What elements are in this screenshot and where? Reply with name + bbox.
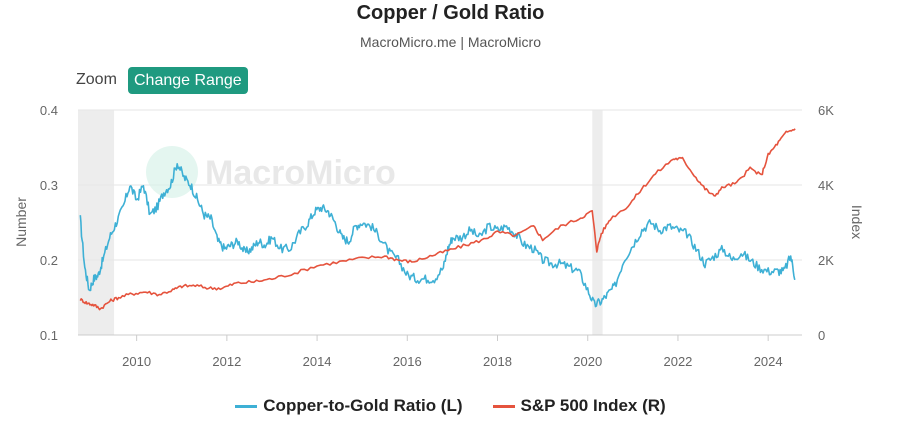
- y-left-tick-label: 0.2: [40, 253, 58, 268]
- recession-shading: [78, 110, 603, 335]
- grid-lines: [78, 109, 802, 336]
- x-tick-label: 2020: [573, 354, 602, 369]
- y-axis-left-label: Number: [13, 197, 29, 247]
- legend-item-copper-gold[interactable]: Copper-to-Gold Ratio (L): [235, 396, 463, 416]
- legend-swatch-copper-gold: [235, 404, 258, 408]
- change-range-button[interactable]: Change Range: [128, 67, 248, 94]
- x-tick-label: 2010: [122, 354, 151, 369]
- legend-label-copper-gold: Copper-to-Gold Ratio (L): [263, 396, 463, 415]
- watermark-text: MacroMicro: [205, 154, 396, 192]
- chart-title: Copper / Gold Ratio: [356, 2, 545, 24]
- shaded-period-1: [592, 110, 603, 335]
- x-tick-label: 2016: [393, 354, 422, 369]
- chart-subtitle: MacroMicro.me | MacroMicro: [360, 34, 541, 50]
- zoom-label: Zoom: [76, 71, 117, 88]
- x-tick-label: 2012: [212, 354, 241, 369]
- x-tick-label: 2022: [663, 354, 692, 369]
- sp500-index-line: [79, 128, 796, 311]
- y-axis-right-label: Index: [849, 205, 865, 239]
- y-left-tick-label: 0.4: [40, 103, 58, 118]
- series-lines: [79, 128, 796, 311]
- y-right-tick-label: 4K: [818, 178, 834, 193]
- axes: 0.1 0.2 0.3 0.4 0 2K 4K 6K 2010 2012 2014 2016 2018 2…: [40, 103, 834, 369]
- x-tick-label: 2014: [303, 354, 332, 369]
- copper-gold-ratio-line: [79, 163, 796, 308]
- x-tick-label: 2018: [483, 354, 512, 369]
- y-right-tick-label: 0: [818, 328, 825, 343]
- watermark-logo-icon: [146, 146, 198, 198]
- y-left-tick-label: 0.3: [40, 178, 58, 193]
- legend-item-sp500[interactable]: S&P 500 Index (R): [492, 396, 666, 416]
- y-right-tick-label: 6K: [818, 103, 834, 118]
- legend-label-sp500: S&P 500 Index (R): [520, 396, 666, 415]
- legend-swatch-sp500: [492, 404, 515, 408]
- x-tick-label: 2024: [754, 354, 783, 369]
- y-right-tick-label: 2K: [818, 253, 834, 268]
- y-left-tick-label: 0.1: [40, 328, 58, 343]
- legend: Copper-to-Gold Ratio (L) S&P 500 Index (…: [0, 396, 901, 416]
- shaded-period-0: [78, 110, 115, 335]
